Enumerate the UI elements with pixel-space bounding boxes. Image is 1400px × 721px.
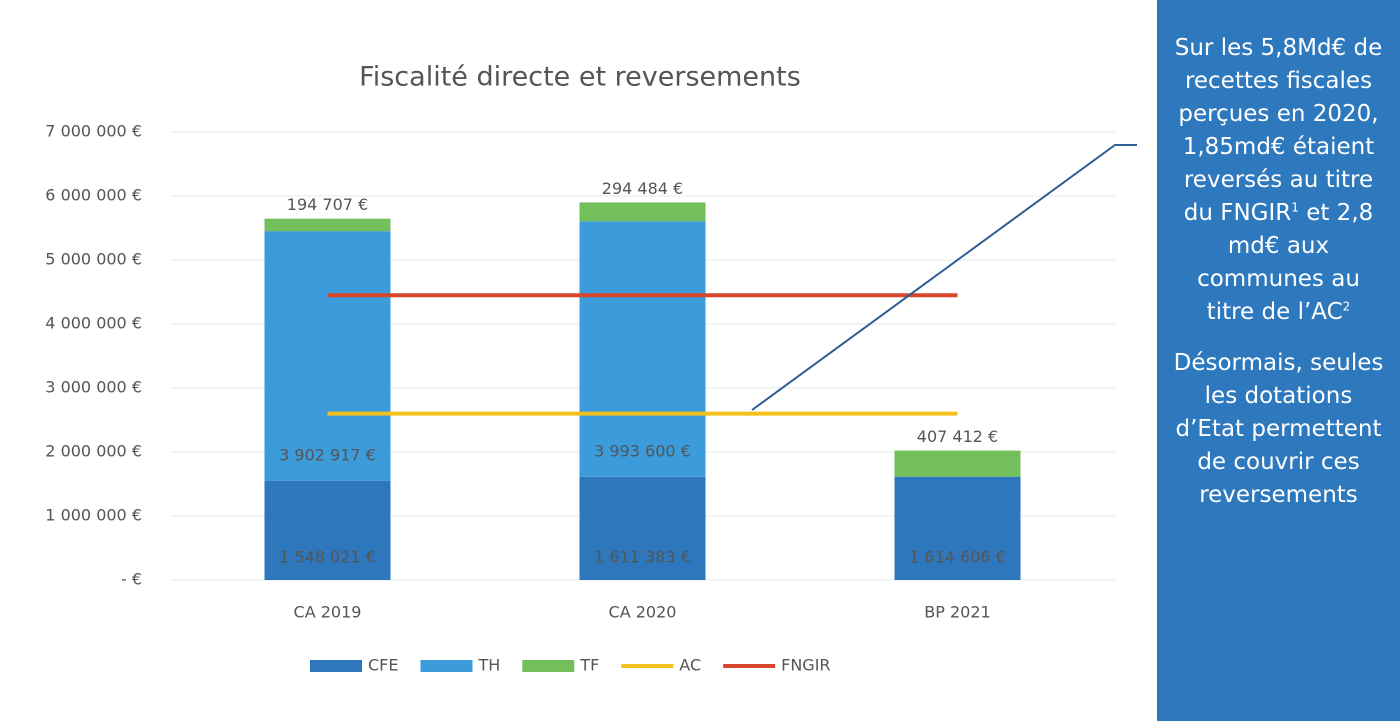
data-label: 1 548 021 € <box>279 548 376 567</box>
legend-label: AC <box>679 656 701 675</box>
chart: Fiscalité directe et reversements - € 1 0… <box>45 62 1137 675</box>
chart-title: Fiscalité directe et reversements <box>359 62 801 93</box>
note-box: Sur les 5,8Md€ de recettes fiscales perç… <box>1157 0 1400 721</box>
legend-label: FNGIR <box>781 656 830 675</box>
legend-label: CFE <box>368 656 398 675</box>
x-tick-label: CA 2019 <box>294 603 362 622</box>
bar <box>579 476 706 580</box>
data-label: 407 412 € <box>917 427 998 446</box>
x-tick-label: CA 2020 <box>609 603 677 622</box>
data-label: 3 993 600 € <box>594 441 691 460</box>
data-label: 1 614 606 € <box>909 548 1006 567</box>
legend-swatch <box>522 660 575 672</box>
x-tick-label: BP 2021 <box>924 603 990 622</box>
bar <box>894 476 1021 580</box>
note-paragraph: Sur les 5,8Md€ de recettes fiscales perç… <box>1171 32 1386 329</box>
legend-label: TH <box>477 656 500 675</box>
y-tick-label: 5 000 000 € <box>45 250 142 269</box>
bar <box>579 221 706 477</box>
bar <box>579 202 706 222</box>
legend-label: TF <box>579 656 599 675</box>
y-tick-label: 1 000 000 € <box>45 506 142 525</box>
bar <box>264 218 391 232</box>
connector <box>751 144 1137 411</box>
note-sup: 2 <box>1342 299 1351 314</box>
data-label: 3 902 917 € <box>279 445 376 464</box>
bar <box>894 450 1021 477</box>
legend-swatch <box>310 660 362 672</box>
y-tick-label: - € <box>121 570 142 589</box>
legend-swatch <box>420 660 473 672</box>
data-label: 194 707 € <box>287 195 368 214</box>
bar <box>264 480 391 580</box>
note-text: et 2,8 md€ aux communes au titre de l’AC <box>1197 200 1374 325</box>
data-label: 294 484 € <box>602 179 683 198</box>
y-tick-label: 7 000 000 € <box>45 122 142 141</box>
data-label: 1 611 383 € <box>594 548 691 567</box>
note-text: Sur les 5,8Md€ de recettes fiscales perç… <box>1174 35 1383 226</box>
y-tick-label: 2 000 000 € <box>45 442 142 461</box>
y-tick-label: 4 000 000 € <box>45 314 142 333</box>
y-tick-label: 3 000 000 € <box>45 378 142 397</box>
note-paragraph: Désormais, seules les dotations d’Etat p… <box>1173 350 1384 508</box>
bar <box>264 231 391 481</box>
y-tick-label: 6 000 000 € <box>45 186 142 205</box>
note-sup: 1 <box>1291 200 1299 215</box>
